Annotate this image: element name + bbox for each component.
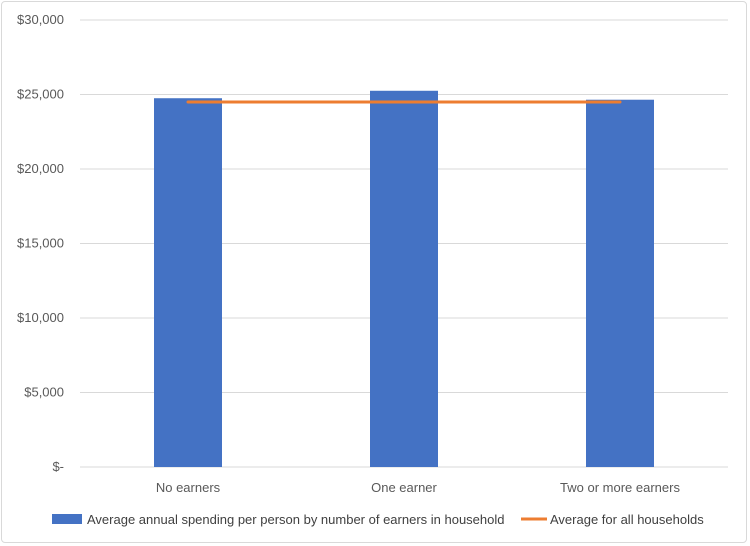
bar [370,90,438,468]
y-tick-label: $25,000 [17,87,64,102]
legend-label-bar: Average annual spending per person by nu… [87,512,505,527]
x-axis-ticks: No earners One earner Two or more earners [156,480,681,495]
y-tick-label: $- [52,459,64,474]
bar-series [154,90,654,468]
bar [154,98,222,467]
y-tick-label: $30,000 [17,12,64,27]
y-axis-ticks: $- $5,000 $10,000 $15,000 $20,000 $25,000 $30,… [17,12,64,474]
y-tick-label: $5,000 [24,385,64,400]
y-tick-label: $15,000 [17,236,64,251]
y-tick-label: $20,000 [17,161,64,176]
legend-label-line: Average for all households [550,512,704,527]
x-tick-label: Two or more earners [560,480,680,495]
x-tick-label: No earners [156,480,221,495]
bar [586,99,654,467]
x-tick-label: One earner [371,480,437,495]
legend-swatch-bar [52,514,82,524]
legend: Average annual spending per person by nu… [52,512,704,527]
y-tick-label: $10,000 [17,310,64,325]
